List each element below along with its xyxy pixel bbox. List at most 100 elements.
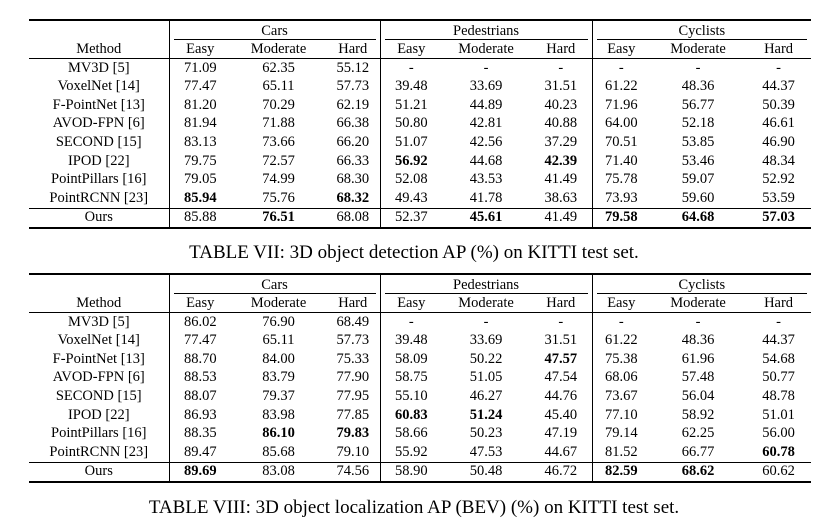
value-cell: 79.37 [262, 387, 295, 404]
column-header-hard: Hard [338, 294, 368, 311]
value-cell: 51.24 [442, 406, 530, 425]
best-value: 60.83 [394, 406, 428, 423]
value-cell: 86.02 [168, 312, 231, 332]
value-cell: 59.60 [681, 189, 715, 206]
best-value: 57.03 [762, 209, 795, 226]
value-cell: 81.20 [168, 96, 231, 115]
best-value: 45.61 [469, 209, 503, 226]
value-cell: 58.75 [379, 368, 443, 388]
table-row: PointRCNN [23] 89.47 85.68 79.10 55.92 47.53 4… [29, 443, 811, 463]
best-value: 68.32 [336, 189, 370, 206]
best-value: 86.10 [262, 425, 295, 442]
value-cell: 40.23 [544, 96, 578, 113]
value-cell: 59.07 [681, 171, 715, 188]
value-cell: 41.49 [544, 171, 578, 188]
value-cell: 44.37 [762, 78, 795, 95]
value-cell: 57.48 [681, 369, 715, 386]
value-cell: 53.85 [681, 133, 715, 150]
method-cell: Ours [84, 463, 113, 480]
value-cell: 50.23 [469, 425, 503, 442]
table-row: VoxelNet [14] 77.47 65.11 57.73 39.48 33.69 31… [29, 331, 811, 351]
value-cell: 47.57 [530, 350, 592, 369]
value-cell: 47.53 [469, 443, 503, 460]
value-cell: 77.47 [168, 331, 231, 351]
value-cell: 83.79 [262, 369, 295, 386]
value-cell: 48.34 [762, 152, 795, 169]
table-row: SECOND [15] 83.13 73.66 66.20 51.07 42.56 37.2… [29, 133, 811, 152]
column-header-hard: Hard [338, 40, 368, 57]
value-cell: 58.09 [379, 350, 443, 369]
method-cell: PointPillars [16] [51, 171, 147, 188]
method-cell: PointPillars [16] [51, 425, 147, 442]
best-value: 42.39 [544, 152, 578, 169]
value-cell: 83.98 [262, 406, 295, 423]
value-cell: 64.68 [650, 208, 746, 228]
value-cell: 39.48 [379, 77, 443, 97]
method-cell: Ours [84, 209, 113, 226]
method-cell: IPOD [22] [67, 406, 130, 423]
value-cell: 43.53 [469, 171, 503, 188]
column-header-easy: Easy [379, 40, 443, 59]
best-value: 76.51 [262, 209, 295, 226]
value-cell: 68.30 [336, 171, 370, 188]
value-cell: 44.37 [762, 332, 795, 349]
best-value: 82.59 [604, 463, 638, 480]
value-cell: 81.52 [591, 443, 651, 463]
column-header-moderate: Moderate [250, 294, 307, 311]
value-cell: 81.94 [168, 114, 231, 134]
value-cell: 88.35 [168, 424, 231, 444]
best-value: 60.78 [762, 443, 795, 460]
value-cell: 51.21 [379, 96, 443, 115]
value-cell: 64.00 [591, 114, 651, 134]
group-header-pedestrians: Pedestrians [453, 276, 520, 293]
value-cell: 53.59 [762, 189, 795, 206]
value-cell: 77.47 [168, 77, 231, 97]
best-value: 64.68 [681, 209, 715, 226]
value-cell: - [379, 312, 443, 332]
column-header-moderate: Moderate [250, 40, 307, 57]
value-cell: 74.99 [262, 171, 295, 188]
best-value: 79.83 [336, 425, 370, 442]
value-cell: 66.33 [336, 152, 370, 169]
value-cell: 52.08 [379, 170, 443, 190]
table-row: PointPillars [16] 88.35 86.10 79.83 58.66 50.… [29, 424, 811, 444]
method-header: Method [76, 40, 122, 57]
value-cell: 50.39 [762, 96, 795, 113]
value-cell: 74.56 [336, 463, 370, 480]
value-cell: - [379, 58, 443, 78]
best-value: 79.58 [604, 209, 638, 226]
table-row: IPOD [22] 86.93 83.98 77.85 60.83 51.24 45.40 7… [29, 405, 811, 425]
value-cell: 88.53 [168, 368, 231, 388]
value-cell: 88.07 [168, 387, 231, 406]
value-cell: 54.68 [762, 350, 795, 367]
table-viii: Method Cars Pedestrians Cyclists Easy Mod… [29, 273, 812, 483]
value-cell: 62.19 [336, 96, 370, 113]
best-value: 68.62 [681, 463, 715, 480]
value-cell: 61.22 [591, 331, 651, 351]
value-cell: 89.47 [168, 443, 231, 463]
value-cell: 56.04 [681, 387, 715, 404]
value-cell: 71.09 [168, 58, 231, 78]
value-cell: 68.49 [336, 313, 370, 330]
column-header-easy: Easy [168, 294, 231, 313]
value-cell: 85.68 [262, 443, 295, 460]
value-cell: 82.59 [591, 462, 651, 483]
method-cell: PointRCNN [23] [49, 443, 149, 460]
value-cell: 55.12 [336, 59, 370, 76]
value-cell: 77.90 [336, 369, 370, 386]
value-cell: 41.78 [469, 189, 503, 206]
value-cell: 57.03 [746, 208, 811, 228]
method-cell: PointRCNN [23] [49, 189, 149, 206]
value-cell: - [558, 59, 564, 76]
value-cell: 79.14 [591, 424, 651, 444]
group-header-cyclists: Cyclists [678, 22, 726, 39]
value-cell: 75.38 [591, 350, 651, 369]
table-row: PointPillars [16] 79.05 74.99 68.30 52.08 43.… [29, 170, 811, 190]
value-cell: 46.61 [762, 115, 795, 132]
value-cell: 55.92 [379, 443, 443, 463]
value-cell: 41.49 [544, 209, 578, 226]
value-cell: 33.69 [469, 78, 503, 95]
value-cell: 77.95 [336, 387, 370, 404]
value-cell: 51.05 [469, 369, 503, 386]
best-value: 51.24 [469, 406, 503, 423]
